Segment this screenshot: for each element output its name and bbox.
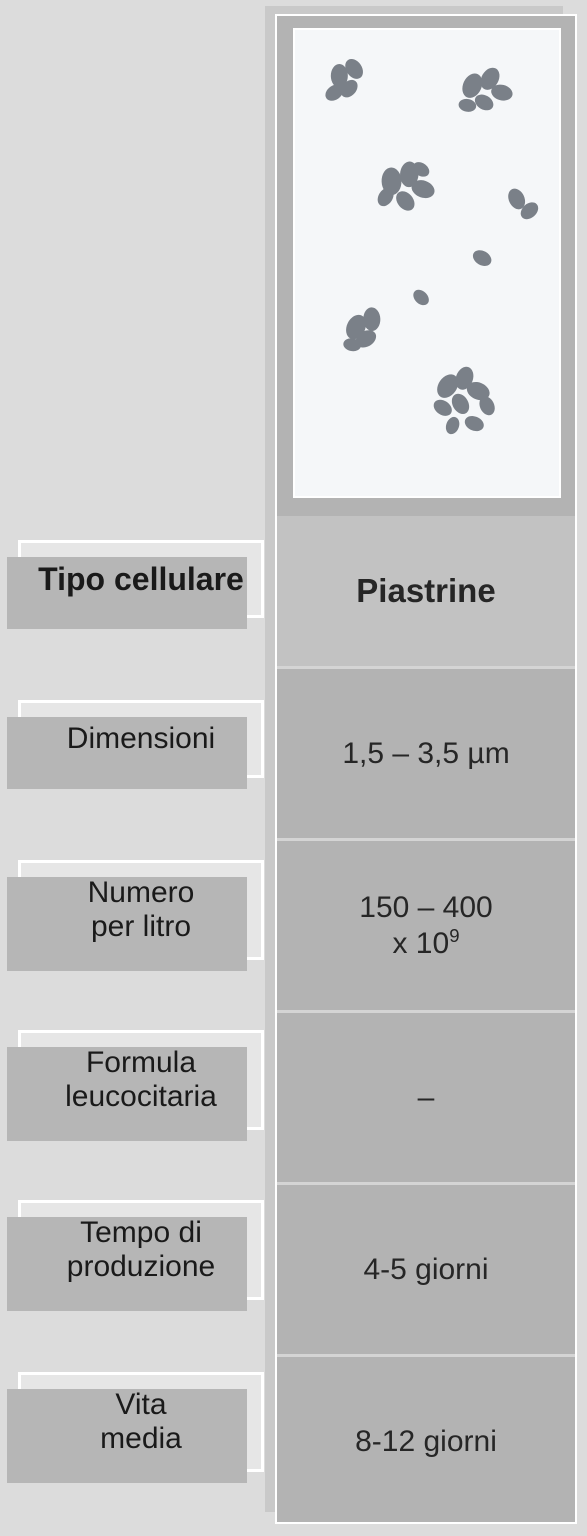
platelet-micrograph	[295, 30, 559, 496]
label-header: Tipo cellulare	[18, 540, 264, 618]
label-vita-media: Vitamedia	[18, 1372, 264, 1472]
value-vita-media: 8-12 giorni	[277, 1354, 575, 1526]
label-numero-per-litro: Numeroper litro	[18, 860, 264, 960]
value-formula-leucocitaria: –	[277, 1010, 575, 1182]
label-formula-leucocitaria: Formulaleucocitaria	[18, 1030, 264, 1130]
label-formula-leucocitaria-text: Formulaleucocitaria	[65, 1046, 217, 1114]
value-column: Piastrine 1,5 – 3,5 µm 150 – 400x 109 – …	[275, 14, 577, 1524]
label-numero-per-litro-text: Numeroper litro	[88, 876, 195, 944]
value-numero-per-litro-text: 150 – 400x 109	[359, 891, 492, 961]
value-tempo-produzione: 4-5 giorni	[277, 1182, 575, 1354]
value-dimensioni: 1,5 – 3,5 µm	[277, 666, 575, 838]
micrograph-frame	[293, 28, 561, 498]
value-numero-per-litro: 150 – 400x 109	[277, 838, 575, 1010]
label-vita-media-text: Vitamedia	[100, 1388, 182, 1456]
label-tempo-produzione-text: Tempo diproduzione	[67, 1216, 215, 1284]
label-dimensioni-text: Dimensioni	[67, 722, 215, 756]
label-dimensioni: Dimensioni	[18, 700, 264, 778]
label-tempo-produzione: Tempo diproduzione	[18, 1200, 264, 1300]
value-header: Piastrine	[277, 516, 575, 666]
